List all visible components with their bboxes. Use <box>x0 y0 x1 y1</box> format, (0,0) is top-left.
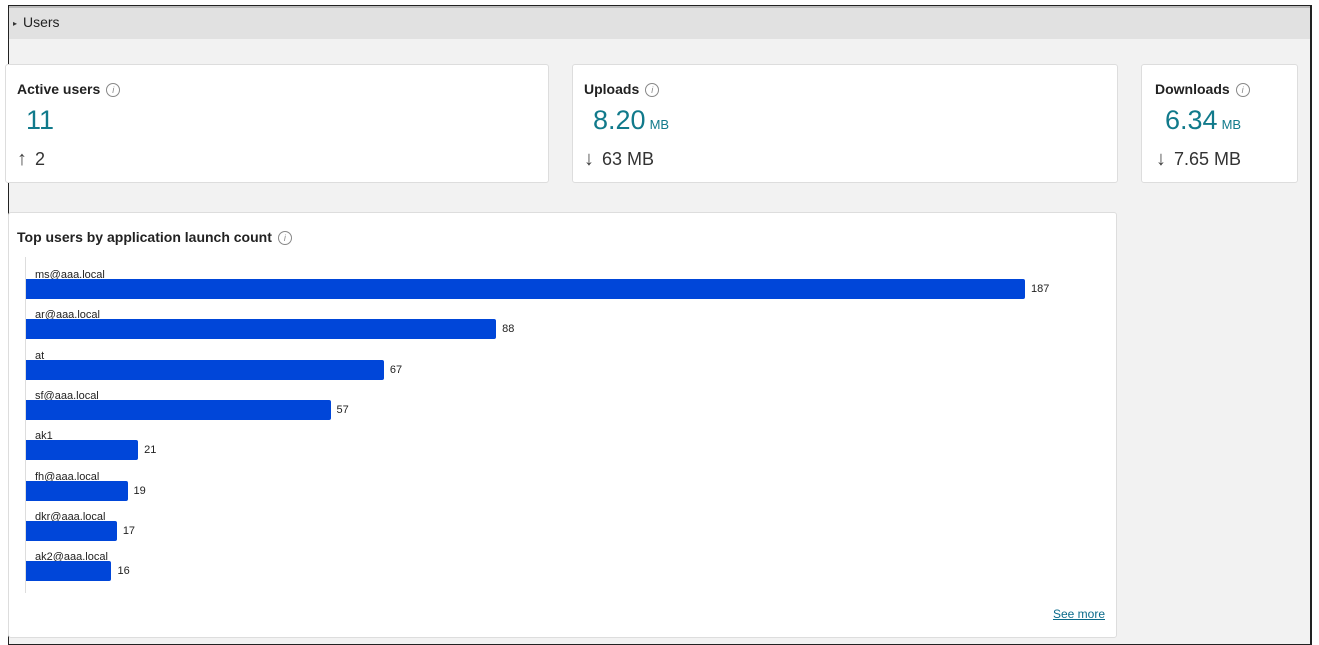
bar[interactable] <box>26 399 331 420</box>
chart-axis <box>25 257 26 593</box>
bar[interactable] <box>26 319 497 340</box>
bar-label: dkr@aaa.local <box>35 510 106 523</box>
chart-title: Top users by application launch count <box>17 229 272 245</box>
bar-label: ar@aaa.local <box>35 309 100 322</box>
bar-label: ms@aaa.local <box>35 269 105 281</box>
arrow-down-icon: ↓ <box>584 148 594 170</box>
info-icon[interactable]: i <box>106 83 121 97</box>
bar-value-label: 57 <box>336 403 349 416</box>
card-delta: ↑ 2 <box>17 148 46 170</box>
info-icon[interactable]: i <box>277 231 292 245</box>
bar-row: dkr@aaa.local 17 <box>26 511 1106 551</box>
card-value: 8.20 MB <box>593 105 670 135</box>
bar-row: ms@aaa.local 187 <box>26 269 1106 309</box>
downloads-card: Downloads i 6.34 MB ↓ 7.65 MB <box>1141 64 1298 183</box>
bar-value-label: 21 <box>144 444 157 457</box>
see-more-link[interactable]: See more <box>1052 607 1105 621</box>
bar[interactable] <box>26 561 112 582</box>
card-label: Downloads <box>1155 81 1230 97</box>
info-icon[interactable]: i <box>645 83 660 97</box>
card-label: Active users <box>17 81 101 97</box>
bar-row: fh@aaa.local 19 <box>26 471 1106 511</box>
card-value: 11 <box>26 105 55 135</box>
card-delta: ↓ 63 MB <box>584 148 655 170</box>
top-users-chart-card: Top users by application launch count i m… <box>8 212 1117 638</box>
bar-row: ak1 21 <box>26 430 1106 470</box>
info-icon[interactable]: i <box>1235 83 1250 97</box>
active-users-card: Active users i 11 ↑ 2 <box>5 64 549 183</box>
arrow-down-icon: ↓ <box>1156 148 1166 170</box>
bar[interactable] <box>26 279 1025 299</box>
bar-label: ak1 <box>35 430 53 443</box>
uploads-card: Uploads i 8.20 MB ↓ 63 MB <box>572 64 1118 183</box>
bar-value-label: 88 <box>502 323 515 336</box>
card-label: Uploads <box>584 81 640 97</box>
arrow-up-icon: ↑ <box>17 148 27 170</box>
section-header[interactable]: ▸ Users <box>9 6 1310 39</box>
bar-row: sf@aaa.local 57 <box>26 390 1106 430</box>
bar-label: at <box>35 349 45 362</box>
bar-value-label: 17 <box>122 524 136 537</box>
bar-row: ar@aaa.local 88 <box>26 309 1106 349</box>
bar-label: sf@aaa.local <box>35 389 99 402</box>
card-delta: ↓ 7.65 MB <box>1156 148 1242 170</box>
bar-label: ak2@aaa.local <box>35 551 108 564</box>
bar-label: fh@aaa.local <box>35 470 100 483</box>
collapse-caret-icon[interactable]: ▸ <box>13 19 18 28</box>
bar-value-label: 19 <box>133 484 146 497</box>
bar-value-label: 67 <box>389 363 403 376</box>
bar-value-label: 187 <box>1031 283 1050 295</box>
bar[interactable] <box>26 359 384 380</box>
section-title: Users <box>23 14 60 30</box>
bar-value-label: 16 <box>117 565 130 578</box>
bar-row: at 67 <box>26 350 1106 390</box>
card-value: 6.34 MB <box>1165 105 1242 135</box>
bar[interactable] <box>26 480 128 501</box>
bar[interactable] <box>26 520 117 541</box>
bar[interactable] <box>26 440 139 461</box>
bar-row: ak2@aaa.local 16 <box>26 551 1106 591</box>
